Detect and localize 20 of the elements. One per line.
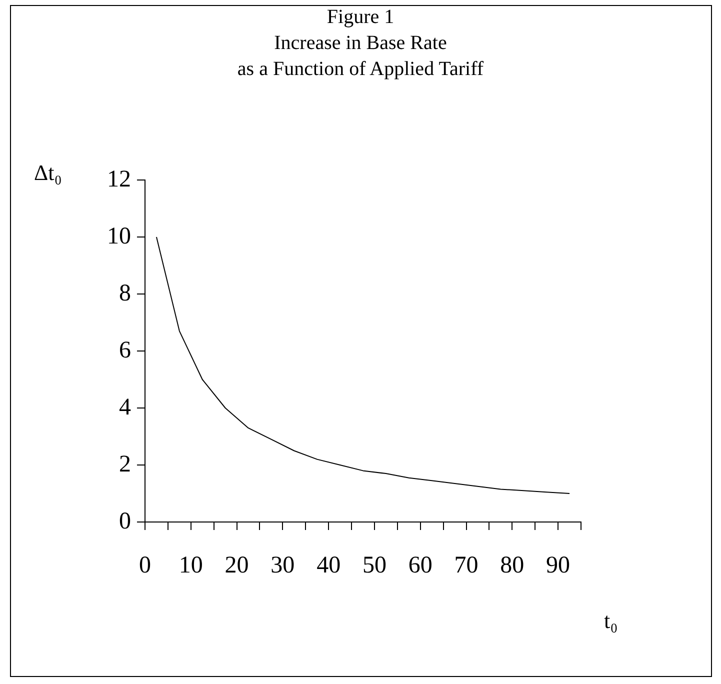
y-tick-label: 8 [119, 280, 131, 306]
x-tick-label: 40 [316, 552, 341, 579]
y-tick-label: 4 [119, 394, 131, 420]
x-tick-label: 0 [139, 552, 151, 579]
x-tick-label: 60 [408, 552, 432, 579]
chart-title: Figure 1 Increase in Base Rate as a Function of Applied Tariff [236, 5, 485, 82]
x-tick-label: 80 [500, 552, 524, 579]
x-tick-label: 20 [224, 552, 249, 579]
x-tick-label: 50 [362, 552, 386, 579]
x-tick-label: 70 [454, 552, 478, 579]
y-axis-title: Δt₀ [34, 160, 62, 186]
y-tick-label: 12 [107, 166, 131, 192]
y-tick-label: 6 [119, 337, 131, 364]
x-tick-label: 30 [270, 552, 295, 579]
y-tick-label: 2 [119, 451, 131, 478]
x-tick-label: 90 [546, 552, 570, 579]
y-tick-label: 10 [107, 223, 131, 250]
x-axis-title: t₀ [604, 608, 618, 634]
x-tick-label: 10 [178, 552, 203, 579]
y-tick-label: 0 [119, 508, 131, 534]
